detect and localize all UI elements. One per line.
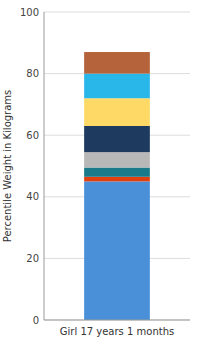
grid: [44, 12, 190, 320]
bar-segment: [84, 74, 150, 99]
bar-segment: [84, 168, 150, 177]
bar-segment: [84, 98, 150, 126]
bars: [84, 52, 150, 320]
x-axis-line: [44, 320, 190, 321]
x-tick-label: Girl 17 years 1 months: [60, 326, 174, 337]
y-ticks: 0 20 40 60 80 100: [20, 7, 39, 326]
bar-segment: [84, 52, 150, 74]
y-tick-label: 80: [26, 68, 39, 79]
bar-segment: [84, 181, 150, 320]
chart-container: 0 20 40 60 80 100 Girl 17 years 1 months Percen…: [0, 0, 200, 350]
y-tick-label: 20: [26, 253, 39, 264]
y-tick-label: 0: [33, 315, 39, 326]
bar-segment: [84, 152, 150, 167]
y-tick-label: 40: [26, 191, 39, 202]
bar-segment: [84, 177, 150, 182]
grid-line: [44, 320, 190, 321]
chart: 0 20 40 60 80 100 Girl 17 years 1 months Percen…: [0, 0, 200, 350]
y-tick-label: 60: [26, 130, 39, 141]
y-tick-label: 100: [20, 7, 39, 18]
bar-segment: [84, 126, 150, 152]
y-axis-line: [44, 12, 45, 320]
grid-line: [44, 12, 190, 13]
y-axis-label: Percentile Weight in Kilograms: [2, 90, 13, 243]
